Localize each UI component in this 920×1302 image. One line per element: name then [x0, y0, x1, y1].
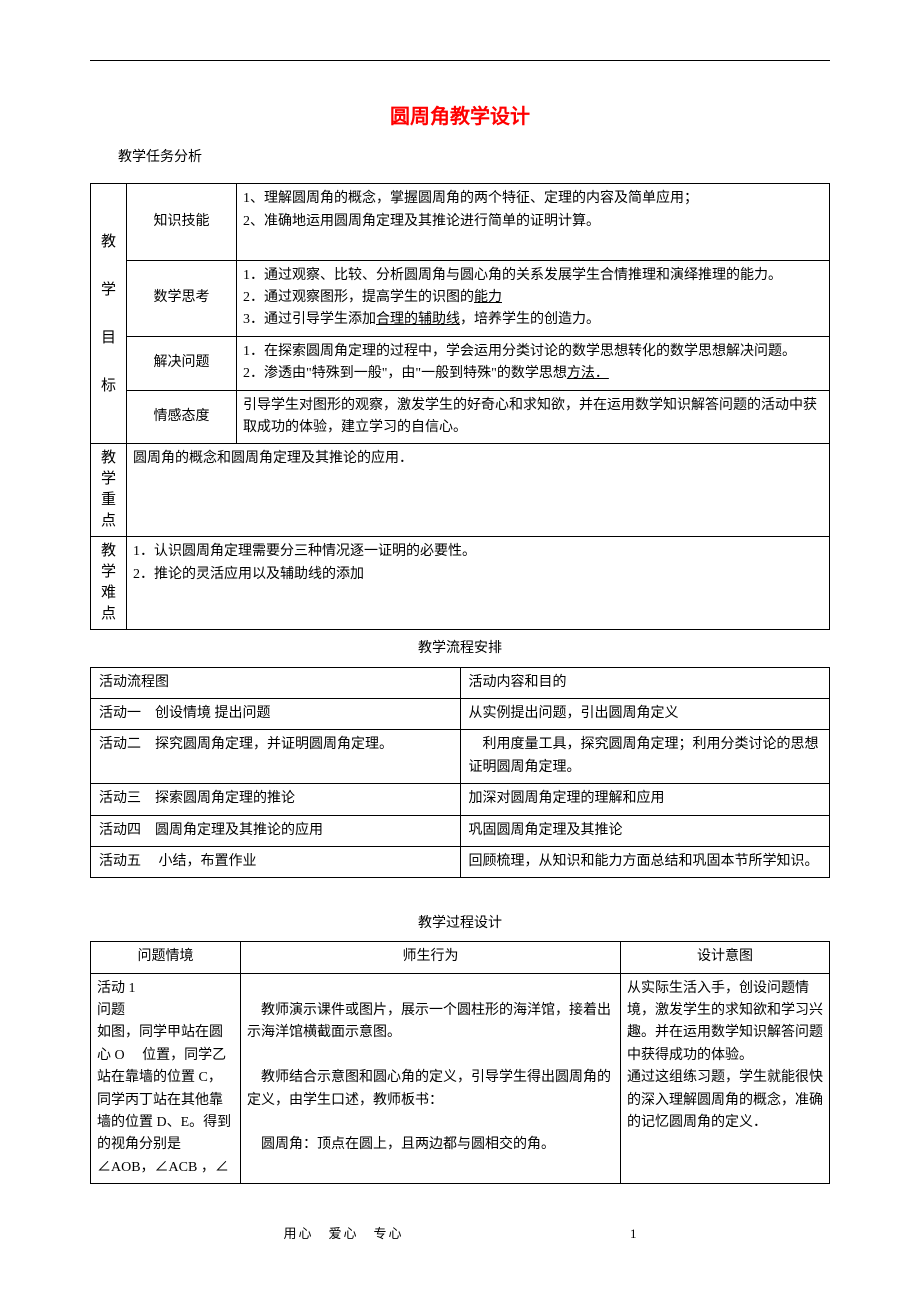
- doc-title: 圆周角教学设计: [90, 101, 830, 133]
- table-row: 数学思考 1．通过观察、比较、分析圆周角与圆心角的关系发展学生合情推理和演绎推理…: [91, 260, 830, 336]
- table-row: 教学难点 1．认识圆周角定理需要分三种情况逐一证明的必要性。2．推论的灵活应用以…: [91, 537, 830, 630]
- row-label: 解决问题: [127, 336, 237, 390]
- row-label: 知识技能: [127, 184, 237, 260]
- row-label: 数学思考: [127, 260, 237, 336]
- page-number: 1: [630, 1226, 637, 1241]
- cell: 活动五 小结，布置作业: [91, 847, 461, 878]
- header-cell: 活动内容和目的: [460, 667, 830, 698]
- cell: 加深对圆周角定理的理解和应用: [460, 784, 830, 815]
- flow-caption: 教学流程安排: [90, 638, 830, 660]
- design-intent: 从实际生活入手，创设问题情境，激发学生的求知欲和学习兴趣。并在运用数学知识解答问…: [621, 973, 830, 1184]
- process-table: 问题情境 师生行为 设计意图 活动 1问题如图，同学甲站在圆心 O 位置，同学乙…: [90, 941, 830, 1184]
- cell: 回顾梳理，从知识和能力方面总结和巩固本节所学知识。: [460, 847, 830, 878]
- table-row: 活动四 圆周角定理及其推论的应用 巩固圆周角定理及其推论: [91, 815, 830, 846]
- table-row: 活动 1问题如图，同学甲站在圆心 O 位置，同学乙站在靠墙的位置 C，同学丙丁站…: [91, 973, 830, 1184]
- cell: 活动四 圆周角定理及其推论的应用: [91, 815, 461, 846]
- cell: 活动一 创设情境 提出问题: [91, 699, 461, 730]
- problem-context: 活动 1问题如图，同学甲站在圆心 O 位置，同学乙站在靠墙的位置 C，同学丙丁站…: [91, 973, 241, 1184]
- table-row: 情感态度 引导学生对图形的观察，激发学生的好奇心和求知欲，并在运用数学知识解答问…: [91, 390, 830, 444]
- table-row: 解决问题 1．在探索圆周角定理的过程中，学会运用分类讨论的数学思想转化的数学思想…: [91, 336, 830, 390]
- row-content: 1、理解圆周角的概念，掌握圆周角的两个特征、定理的内容及简单应用；2、准确地运用…: [237, 184, 830, 260]
- table-row: 教学目标 知识技能 1、理解圆周角的概念，掌握圆周角的两个特征、定理的内容及简单…: [91, 184, 830, 260]
- table-row: 教学重点 圆周角的概念和圆周角定理及其推论的应用．: [91, 444, 830, 537]
- table-row: 活动流程图 活动内容和目的: [91, 667, 830, 698]
- underlined-text: 能力: [474, 290, 502, 305]
- table-row: 活动五 小结，布置作业 回顾梳理，从知识和能力方面总结和巩固本节所学知识。: [91, 847, 830, 878]
- table-row: 问题情境 师生行为 设计意图: [91, 942, 830, 973]
- cell: 活动三 探索圆周角定理的推论: [91, 784, 461, 815]
- goal-label: 教学目标: [91, 184, 127, 444]
- difficult-content: 1．认识圆周角定理需要分三种情况逐一证明的必要性。2．推论的灵活应用以及辅助线的…: [127, 537, 830, 630]
- header-cell: 设计意图: [621, 942, 830, 973]
- keypoint-label: 教学重点: [91, 444, 127, 537]
- header-cell: 活动流程图: [91, 667, 461, 698]
- section-subtitle: 教学任务分析: [118, 147, 830, 169]
- teacher-student-behavior: 教师演示课件或图片，展示一个圆柱形的海洋馆，接着出示海洋馆横截面示意图。 教师结…: [241, 973, 621, 1184]
- table-row: 活动一 创设情境 提出问题 从实例提出问题，引出圆周角定义: [91, 699, 830, 730]
- process-caption: 教学过程设计: [90, 913, 830, 935]
- row-content: 1．通过观察、比较、分析圆周角与圆心角的关系发展学生合情推理和演绎推理的能力。2…: [237, 260, 830, 336]
- cell: 活动二 探究圆周角定理，并证明圆周角定理。: [91, 730, 461, 784]
- underlined-text: 方法．: [567, 366, 609, 381]
- row-content: 引导学生对图形的观察，激发学生的好奇心和求知欲，并在运用数学知识解答问题的活动中…: [237, 390, 830, 444]
- difficult-label: 教学难点: [91, 537, 127, 630]
- header-cell: 问题情境: [91, 942, 241, 973]
- row-content: 1．在探索圆周角定理的过程中，学会运用分类讨论的数学思想转化的数学思想解决问题。…: [237, 336, 830, 390]
- footer-text: 用心 爱心 专心: [283, 1226, 403, 1241]
- task-analysis-table: 教学目标 知识技能 1、理解圆周角的概念，掌握圆周角的两个特征、定理的内容及简单…: [90, 183, 830, 630]
- table-row: 活动二 探究圆周角定理，并证明圆周角定理。 利用度量工具，探究圆周角定理；利用分…: [91, 730, 830, 784]
- table-row: 活动三 探索圆周角定理的推论 加深对圆周角定理的理解和应用: [91, 784, 830, 815]
- page-footer: 用心 爱心 专心 1: [90, 1224, 830, 1245]
- cell: 从实例提出问题，引出圆周角定义: [460, 699, 830, 730]
- keypoint-content: 圆周角的概念和圆周角定理及其推论的应用．: [127, 444, 830, 537]
- header-cell: 师生行为: [241, 942, 621, 973]
- top-rule: [90, 60, 830, 61]
- row-label: 情感态度: [127, 390, 237, 444]
- flow-table: 活动流程图 活动内容和目的 活动一 创设情境 提出问题 从实例提出问题，引出圆周…: [90, 667, 830, 879]
- cell: 利用度量工具，探究圆周角定理；利用分类讨论的思想证明圆周角定理。: [460, 730, 830, 784]
- underlined-text: 合理的辅助线: [376, 312, 460, 327]
- cell: 巩固圆周角定理及其推论: [460, 815, 830, 846]
